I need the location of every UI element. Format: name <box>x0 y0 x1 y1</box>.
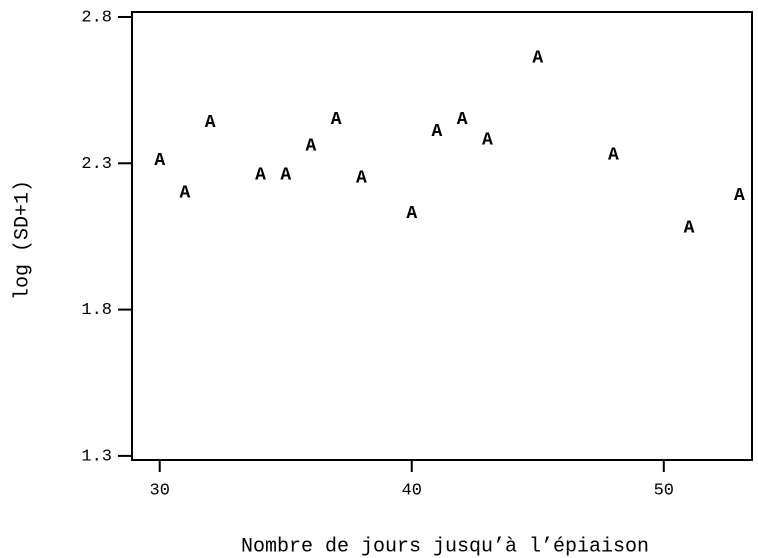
point-marker: A <box>684 218 695 238</box>
y-tick-label: 2.3 <box>81 155 112 174</box>
point-marker: A <box>205 113 216 133</box>
point-marker: A <box>532 49 543 69</box>
point-marker: A <box>482 131 493 151</box>
point-marker: A <box>406 204 417 224</box>
point-marker: A <box>734 186 745 206</box>
x-axis-label: Nombre de jours jusqu’à l’épiaison <box>241 535 649 558</box>
x-tick-label: 40 <box>402 481 422 500</box>
point-marker: A <box>457 110 468 130</box>
y-tick-label: 1.8 <box>81 301 112 320</box>
plot-frame <box>131 11 753 461</box>
x-tick-label: 30 <box>150 481 170 500</box>
point-marker: A <box>306 136 317 156</box>
x-tick-label: 50 <box>654 481 674 500</box>
point-marker: A <box>255 166 266 186</box>
y-axis-label: log (SD+1) <box>11 180 34 300</box>
point-marker: A <box>331 110 342 130</box>
point-marker: A <box>180 183 191 203</box>
point-marker: A <box>608 145 619 165</box>
point-marker: A <box>356 169 367 189</box>
y-tick-label: 1.3 <box>81 447 112 466</box>
point-marker: A <box>154 151 165 171</box>
y-tick-label: 2.8 <box>81 8 112 27</box>
point-marker: A <box>280 166 291 186</box>
point-marker: A <box>432 122 443 142</box>
